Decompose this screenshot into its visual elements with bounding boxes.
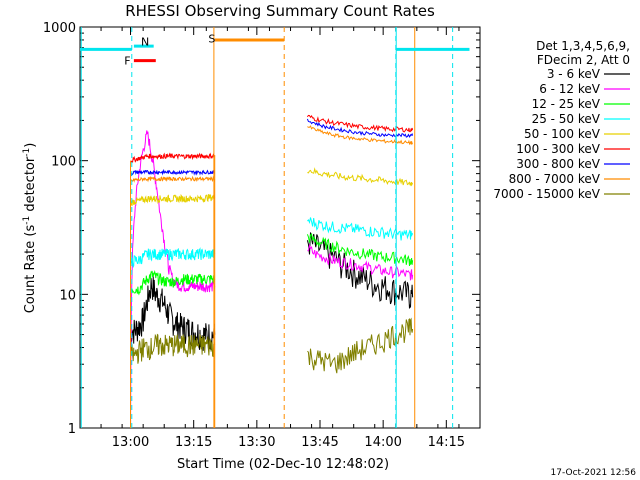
legend-label: 100 - 300 keV: [516, 142, 600, 156]
flag-label: S: [208, 33, 215, 46]
series-line: [130, 152, 216, 163]
x-tick-label: 13:45: [301, 435, 338, 450]
x-tick-label: 14:00: [364, 435, 401, 450]
y-tick-label: 1: [68, 422, 76, 437]
y-axis-label: Count Rate (s-1 detector-1): [22, 143, 38, 314]
y-axis-label-end: ): [23, 143, 38, 148]
y-axis-label-main: Count Rate (s: [23, 225, 38, 314]
x-tick-label: 13:15: [175, 435, 212, 450]
legend-label: 6 - 12 keV: [539, 82, 601, 96]
y-tick-label: 10: [59, 288, 76, 303]
x-tick-label: 13:30: [238, 435, 275, 450]
series-line: [130, 193, 216, 206]
legend-label: 3 - 6 keV: [547, 67, 601, 81]
series-line: [130, 247, 216, 269]
flag-label: F: [124, 55, 130, 68]
legend-label: 300 - 800 keV: [516, 157, 600, 171]
series-line: [130, 175, 216, 183]
series-line: [307, 167, 414, 187]
y-tick-label: 1000: [43, 21, 76, 36]
series-line: [307, 125, 414, 146]
legend-header-line2: FDecim 2, Att 0: [537, 53, 630, 67]
flag-label: N: [141, 35, 149, 48]
series-line: [307, 217, 414, 241]
legend-header-line1: Det 1,3,4,5,6,9,: [536, 39, 630, 53]
series-line: [306, 114, 414, 133]
legend-label: 25 - 50 keV: [532, 112, 601, 126]
series-line: [307, 243, 414, 281]
legend-label: 7000 - 15000 keV: [493, 187, 600, 201]
legend-label: 50 - 100 keV: [524, 127, 601, 141]
series-line: [130, 168, 216, 177]
x-tick-label: 14:15: [428, 435, 465, 450]
series-line: [307, 317, 414, 374]
series-line: [306, 118, 414, 138]
chart-title: RHESSI Observing Summary Count Rates: [125, 2, 435, 20]
series-line: [130, 270, 216, 296]
plot-area: 1 10 100 1000 13:00 13:15 13:30 13:45 14:00 14:15…: [43, 21, 481, 450]
footer-timestamp: 17-Oct-2021 12:56: [551, 468, 637, 478]
y-axis-label-sup2: -1: [22, 148, 32, 157]
y-axis-label-mid: detector: [23, 156, 38, 216]
y-tick-label: 100: [51, 155, 76, 170]
y-axis-label-sup1: -1: [22, 216, 32, 225]
legend-label: 800 - 7000 keV: [509, 172, 601, 186]
series-line: [306, 233, 414, 267]
legend-label: 12 - 25 keV: [532, 97, 601, 111]
plot-frame: [79, 26, 481, 429]
series-line: [130, 333, 216, 364]
x-tick-label: 13:00: [112, 435, 149, 450]
x-axis-label: Start Time (02-Dec-10 12:48:02): [177, 457, 389, 472]
